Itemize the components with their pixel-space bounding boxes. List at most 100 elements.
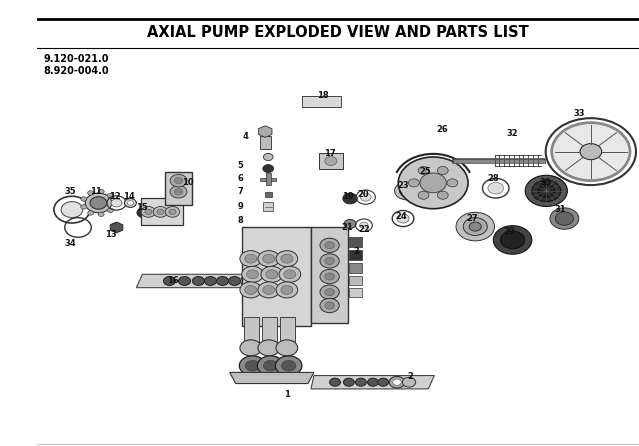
- Circle shape: [98, 189, 104, 194]
- FancyBboxPatch shape: [242, 227, 311, 326]
- Circle shape: [240, 276, 255, 286]
- Circle shape: [229, 277, 240, 285]
- Circle shape: [279, 266, 301, 282]
- Circle shape: [500, 231, 525, 249]
- Text: PRESSURE WASHER: PRESSURE WASHER: [14, 259, 23, 347]
- FancyBboxPatch shape: [349, 263, 362, 273]
- Circle shape: [360, 193, 371, 201]
- Circle shape: [88, 190, 94, 195]
- Circle shape: [88, 211, 94, 215]
- Circle shape: [166, 206, 180, 217]
- Circle shape: [263, 153, 273, 161]
- Circle shape: [325, 242, 334, 249]
- Circle shape: [276, 340, 298, 356]
- FancyBboxPatch shape: [141, 198, 183, 225]
- Circle shape: [320, 298, 339, 313]
- Text: 1: 1: [284, 390, 290, 399]
- Circle shape: [141, 206, 156, 217]
- Text: 12: 12: [109, 192, 121, 201]
- Circle shape: [258, 251, 280, 267]
- Circle shape: [343, 378, 354, 386]
- Circle shape: [174, 178, 183, 184]
- Text: 24: 24: [396, 212, 407, 221]
- Text: 10: 10: [181, 178, 194, 187]
- Circle shape: [263, 165, 273, 173]
- Text: 26: 26: [436, 125, 448, 134]
- Circle shape: [538, 185, 555, 197]
- Circle shape: [463, 218, 488, 235]
- Circle shape: [281, 360, 296, 371]
- Circle shape: [266, 270, 278, 279]
- Text: 23: 23: [397, 181, 409, 190]
- FancyBboxPatch shape: [263, 202, 273, 211]
- Circle shape: [320, 285, 339, 299]
- Circle shape: [170, 174, 187, 187]
- Circle shape: [437, 191, 448, 199]
- Circle shape: [395, 182, 419, 200]
- Text: 9.120-021.0: 9.120-021.0: [43, 54, 109, 64]
- Text: 16: 16: [167, 277, 178, 285]
- Circle shape: [360, 222, 368, 228]
- Circle shape: [263, 285, 275, 294]
- Polygon shape: [111, 222, 123, 233]
- Circle shape: [420, 173, 447, 193]
- Text: 3: 3: [353, 248, 359, 256]
- Circle shape: [488, 182, 504, 194]
- Circle shape: [320, 254, 339, 268]
- Text: 7: 7: [238, 187, 243, 196]
- Circle shape: [276, 251, 298, 267]
- Circle shape: [320, 269, 339, 284]
- Circle shape: [169, 209, 176, 215]
- Circle shape: [263, 360, 278, 371]
- Circle shape: [81, 205, 87, 209]
- Circle shape: [127, 201, 134, 205]
- Circle shape: [447, 179, 458, 187]
- Circle shape: [85, 193, 112, 213]
- Circle shape: [320, 238, 339, 252]
- Circle shape: [157, 209, 164, 215]
- Circle shape: [393, 379, 401, 385]
- FancyBboxPatch shape: [260, 136, 270, 149]
- Circle shape: [378, 378, 389, 386]
- Text: 31: 31: [555, 205, 567, 214]
- Circle shape: [145, 209, 152, 215]
- Circle shape: [325, 289, 334, 296]
- Circle shape: [245, 360, 260, 371]
- Circle shape: [284, 270, 296, 279]
- FancyBboxPatch shape: [265, 192, 272, 197]
- Text: 22: 22: [358, 225, 370, 234]
- Circle shape: [532, 180, 561, 202]
- Circle shape: [550, 208, 579, 229]
- Circle shape: [245, 254, 257, 263]
- FancyBboxPatch shape: [280, 317, 295, 343]
- Circle shape: [355, 378, 366, 386]
- Circle shape: [437, 166, 448, 174]
- Circle shape: [580, 144, 602, 160]
- Text: 19: 19: [342, 192, 353, 201]
- Circle shape: [325, 157, 337, 165]
- Text: AXIAL PUMP EXPLODED VIEW AND PARTS LIST: AXIAL PUMP EXPLODED VIEW AND PARTS LIST: [147, 25, 529, 40]
- Circle shape: [153, 206, 167, 217]
- FancyBboxPatch shape: [319, 153, 343, 169]
- Polygon shape: [229, 372, 314, 384]
- Text: 25: 25: [419, 167, 431, 176]
- Circle shape: [258, 340, 280, 356]
- Circle shape: [281, 285, 293, 294]
- Circle shape: [192, 277, 204, 285]
- Circle shape: [418, 191, 429, 199]
- Circle shape: [325, 273, 334, 280]
- Text: 17: 17: [325, 149, 336, 158]
- Circle shape: [244, 278, 251, 284]
- Circle shape: [418, 166, 429, 174]
- Circle shape: [240, 356, 266, 376]
- Circle shape: [251, 276, 266, 286]
- Text: 30: 30: [540, 178, 551, 187]
- Circle shape: [398, 157, 468, 209]
- Circle shape: [107, 208, 114, 213]
- Text: 35: 35: [65, 187, 76, 196]
- Text: 27: 27: [466, 214, 478, 223]
- Text: 34: 34: [65, 239, 77, 248]
- Text: 4: 4: [243, 132, 249, 140]
- Circle shape: [111, 201, 117, 205]
- FancyBboxPatch shape: [260, 178, 276, 181]
